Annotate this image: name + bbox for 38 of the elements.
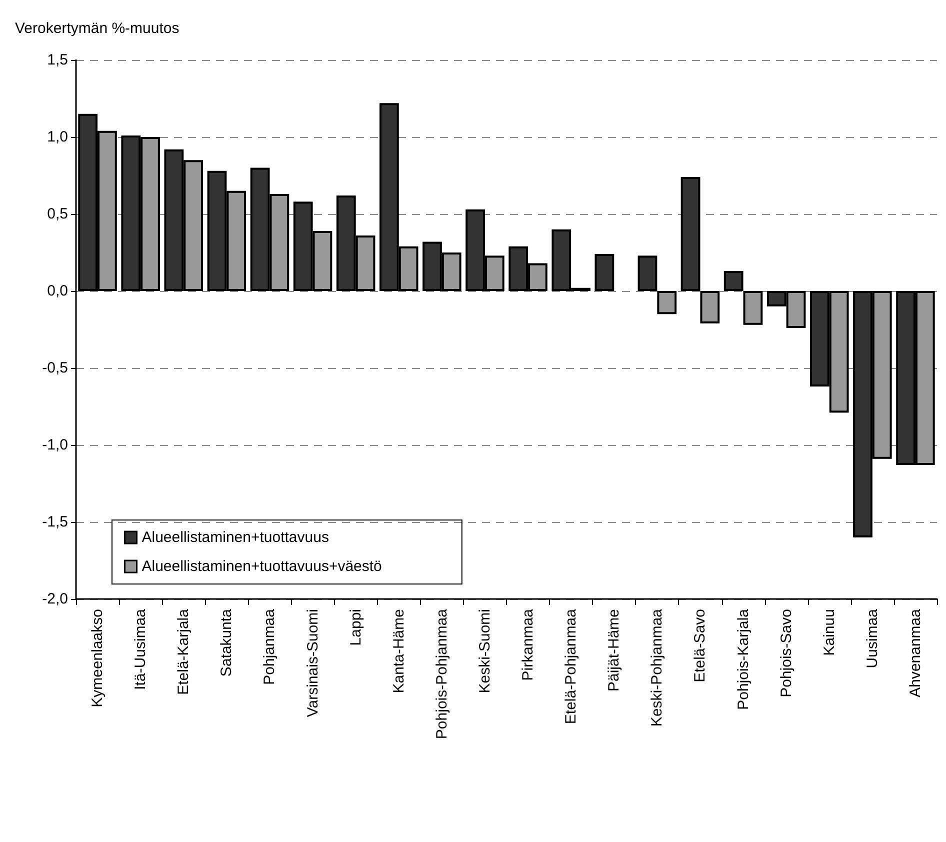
- x-tick-label: Pirkanmaa: [520, 608, 537, 681]
- x-tick-label: Etelä-Savo: [692, 609, 709, 682]
- y-tick-label: 1,5: [47, 52, 68, 68]
- x-tick-label: Etelä-Pohjanmaa: [562, 608, 580, 724]
- x-tick-label: Ahvenanmaa: [906, 608, 924, 698]
- x-tick-label: Uusimaa: [864, 608, 881, 668]
- x-tick-label: Pohjois-Karjala: [734, 608, 752, 710]
- y-tick-label: -1,0: [42, 436, 68, 454]
- x-tick-label: Lappi: [347, 609, 364, 646]
- x-tick-label: Pohjanmaa: [261, 608, 278, 685]
- y-tick-label: -2,0: [42, 590, 68, 608]
- x-tick-label: Keski-Pohjanmaa: [648, 608, 666, 727]
- y-tick-label: -0,5: [42, 360, 68, 376]
- x-tick-label: Kymeenlaakso: [89, 609, 106, 708]
- bar: [700, 291, 720, 324]
- x-tick-label: Kainuu: [820, 609, 838, 656]
- y-tick-label: 0,5: [47, 206, 68, 222]
- x-tick-label: Varsinais-Suomi: [304, 609, 322, 718]
- legend-label: Alueellistaminen+tuottavuus+väestö: [142, 558, 382, 575]
- x-tick-label: Itä-Uusimaa: [132, 608, 150, 690]
- x-tick-label: Kanta-Häme: [390, 609, 408, 694]
- bar: [680, 177, 700, 291]
- x-tick-label: Satakunta: [218, 608, 236, 677]
- x-tick-label: Päijät-Häme: [606, 609, 623, 692]
- bar: [657, 291, 677, 314]
- x-tick-label: Pohjois-Savo: [778, 609, 795, 698]
- y-tick-label: 0,0: [47, 282, 68, 300]
- x-tick-label: Etelä-Karjala: [175, 608, 192, 695]
- bar: [594, 254, 614, 291]
- x-tick-label: Keski-Suomi: [476, 609, 494, 694]
- y-tick-label: -1,5: [42, 514, 68, 530]
- bar: [638, 256, 658, 291]
- bar: [743, 291, 763, 325]
- x-tick-label: Pohjois-Pohjanmaa: [433, 608, 450, 740]
- bar: [724, 270, 744, 291]
- y-axis-title: Verokertymän %-muutos: [15, 20, 180, 37]
- y-tick-label: 1,0: [47, 128, 68, 146]
- legend-label: Alueellistaminen+tuottavuus: [142, 529, 329, 546]
